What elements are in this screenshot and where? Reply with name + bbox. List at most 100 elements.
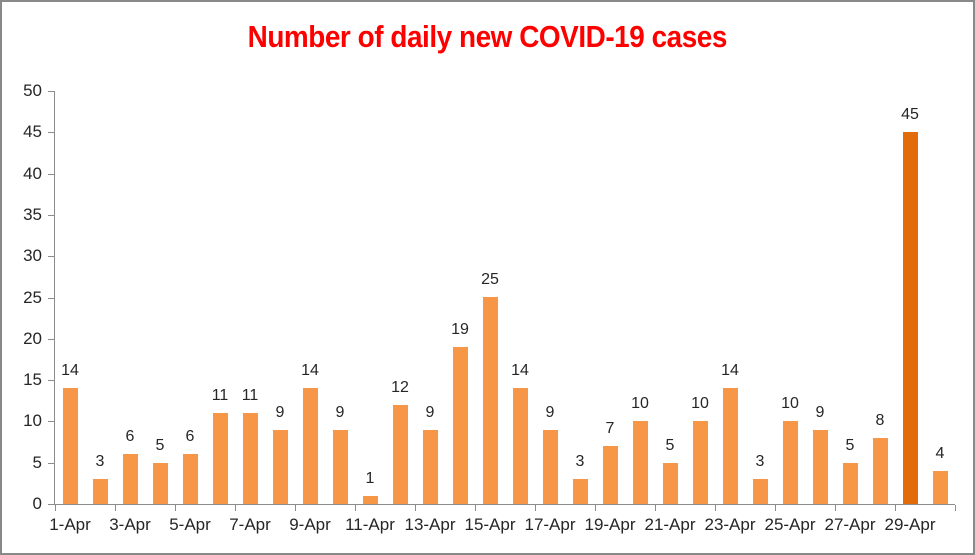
y-axis-tick-label: 50 (23, 81, 42, 100)
bar-value-label: 14 (301, 362, 319, 379)
chart-title: Number of daily new COVID-19 cases (2, 18, 973, 56)
bar-value-label: 1 (365, 470, 375, 487)
bar-16-Apr (512, 388, 528, 504)
x-axis-line (55, 504, 955, 505)
bar-value-label: 8 (875, 412, 885, 429)
bar-value-label: 3 (575, 453, 585, 470)
bar-9-Apr (302, 388, 318, 504)
bar-5-Apr (182, 454, 198, 504)
x-axis-tick (175, 505, 176, 511)
bar-27-Apr (842, 463, 858, 504)
bar-24-Apr (752, 479, 768, 504)
bar-value-label: 3 (95, 453, 105, 470)
x-axis-tick-label: 7-Apr (229, 515, 271, 534)
x-axis-tick (715, 505, 716, 511)
bar-value-label: 19 (451, 321, 469, 338)
x-axis-tick (535, 505, 536, 511)
x-axis-tick-label: 27-Apr (824, 515, 876, 534)
x-axis-tick-label: 23-Apr (704, 515, 756, 534)
bar-3-Apr (122, 454, 138, 504)
y-axis-tick (48, 132, 54, 133)
bar-15-Apr (482, 297, 498, 504)
bar-22-Apr (692, 421, 708, 504)
bar-value-label: 9 (275, 404, 285, 421)
bar-17-Apr (542, 430, 558, 504)
x-axis-tick (655, 505, 656, 511)
chart-title-text: Number of daily new COVID-19 cases (247, 19, 728, 54)
bar-value-label: 3 (755, 453, 765, 470)
bar-value-label: 5 (665, 437, 675, 454)
x-axis-tick (415, 505, 416, 511)
bar-value-label: 10 (781, 395, 799, 412)
x-axis-tick-label: 1-Apr (49, 515, 91, 534)
bar-23-Apr (722, 388, 738, 504)
bar-value-label: 11 (241, 387, 259, 404)
bar-4-Apr (152, 463, 168, 504)
bar-19-Apr (602, 446, 618, 504)
bar-7-Apr (242, 413, 258, 504)
x-axis-tick (775, 505, 776, 511)
x-axis-tick-label: 21-Apr (644, 515, 696, 534)
y-axis-tick (48, 256, 54, 257)
bar-value-label: 4 (935, 445, 945, 462)
bar-10-Apr (332, 430, 348, 504)
x-axis-tick-label: 9-Apr (289, 515, 331, 534)
y-axis-tick-label: 5 (32, 453, 42, 472)
x-axis-tick (55, 505, 56, 511)
bar-value-label: 6 (185, 428, 195, 445)
y-axis-tick-label: 30 (23, 246, 42, 265)
bar-value-label: 45 (901, 106, 919, 123)
bar-value-label: 9 (815, 404, 825, 421)
bar-value-label: 10 (691, 395, 709, 412)
x-axis-tick-label: 11-Apr (345, 515, 395, 534)
x-axis-tick (895, 505, 896, 511)
y-axis-tick-label: 45 (23, 122, 42, 141)
y-axis-tick (48, 215, 54, 216)
bar-8-Apr (272, 430, 288, 504)
bar-value-label: 25 (481, 271, 499, 288)
y-axis-line (54, 91, 55, 505)
bar-value-label: 11 (211, 387, 229, 404)
bar-11-Apr (362, 496, 378, 504)
bar-14-Apr (452, 347, 468, 504)
y-axis-tick-label: 20 (23, 329, 42, 348)
bar-value-label: 14 (61, 362, 79, 379)
y-axis-tick-label: 25 (23, 288, 42, 307)
x-axis-tick (835, 505, 836, 511)
y-axis-tick (48, 339, 54, 340)
y-axis-tick-label: 10 (23, 411, 42, 430)
bar-6-Apr (212, 413, 228, 504)
y-axis-tick (48, 298, 54, 299)
y-axis-tick-label: 40 (23, 164, 42, 183)
bar-value-label: 6 (125, 428, 135, 445)
x-axis-tick-label: 17-Apr (524, 515, 576, 534)
x-axis-tick (595, 505, 596, 511)
y-axis-tick-label: 0 (32, 494, 42, 513)
x-axis-tick (115, 505, 116, 511)
y-axis-tick (48, 91, 54, 92)
bar-1-Apr (62, 388, 78, 504)
bar-2-Apr (92, 479, 108, 504)
y-axis-tick-label: 35 (23, 205, 42, 224)
y-axis-tick-label: 15 (23, 370, 42, 389)
bar-26-Apr (812, 430, 828, 504)
bar-30-Apr (932, 471, 948, 504)
bar-29-Apr (902, 132, 918, 504)
y-axis-tick (48, 504, 54, 505)
bar-value-label: 9 (545, 404, 555, 421)
bar-25-Apr (782, 421, 798, 504)
x-axis-tick-label: 19-Apr (584, 515, 636, 534)
x-axis-tick-label: 25-Apr (764, 515, 816, 534)
x-axis-tick-label: 5-Apr (169, 515, 211, 534)
bar-value-label: 14 (721, 362, 739, 379)
bar-value-label: 5 (155, 437, 165, 454)
x-axis-tick (475, 505, 476, 511)
y-axis-tick (48, 463, 54, 464)
x-axis-tick (235, 505, 236, 511)
bar-13-Apr (422, 430, 438, 504)
bar-value-label: 7 (605, 420, 615, 437)
bar-12-Apr (392, 405, 408, 504)
y-axis-tick (48, 380, 54, 381)
bar-21-Apr (662, 463, 678, 504)
